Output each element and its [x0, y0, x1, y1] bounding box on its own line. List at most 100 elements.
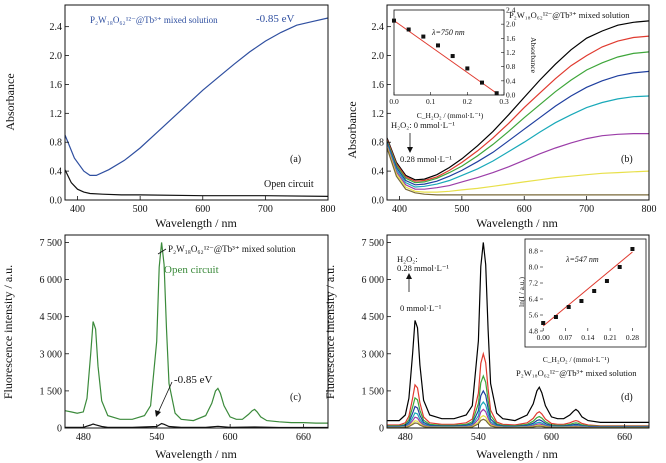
- panel-b-annotation-h2o2: H₂O₂: 0 mmol·L⁻¹: [391, 120, 455, 130]
- panel-d-ytick-label-0: 0: [379, 424, 384, 435]
- panel-b-annotation-solution: P₂W₁₈O₆₂¹²⁻@Tb³⁺ mixed solution: [509, 10, 630, 20]
- panel-b-inset-xtick-label-0: 0.0: [389, 97, 399, 106]
- panel-a-xtick-label-0: 400: [70, 204, 85, 215]
- panel-b-xtick-label-2: 600: [517, 204, 532, 215]
- panel-b-inset-annotation: λ=750 nm: [431, 28, 465, 37]
- panel-b-annotation-concentration: 0.28 mmol·L⁻¹: [400, 154, 452, 164]
- panel-b-ticks: 400 500 600 700 800 0.0 0.4 0.8 1.2 1.6 2.0 2.4: [372, 22, 657, 215]
- panel-d-annotation-high: 0.28 mmol·L⁻¹: [397, 263, 449, 273]
- panel-c-xtick-label-2: 600: [223, 432, 238, 443]
- panel-a-xlabel: Wavelength / nm: [155, 216, 237, 230]
- panel-b-inset-ytick-label-5: 2.0: [506, 20, 516, 29]
- panel-b-inset-frame: [393, 9, 505, 96]
- panel-b-inset-content: 0.0 0.1 0.2 0.30.00.40.81.21.62.02.4: [389, 6, 515, 107]
- panel-d-inset-xtick-label-0: 0.00: [537, 333, 550, 342]
- panel-d-inset-point-2: [566, 305, 571, 309]
- panel-b-ytick-label-5: 2.0: [372, 51, 385, 62]
- panel-d-label: (d): [621, 392, 633, 403]
- panel-d-series-2: [387, 374, 649, 427]
- panel-d-ylabel: Fluorescence intensity / a.u.: [323, 265, 337, 399]
- panel-b-ytick-label-0: 0.0: [372, 196, 385, 207]
- panel-a-ticks: 400 500 600 700 800 0.0 0.4 0.8 1.2 1.6 2.0 2.4: [50, 22, 336, 215]
- panel-a-xtick-label-1: 500: [133, 204, 148, 215]
- panel-c-ytick-label-0: 0: [57, 424, 62, 435]
- panel-a-ytick-label-6: 2.4: [50, 22, 63, 33]
- panel-d-inset-point-4: [592, 289, 597, 293]
- panel-d-inset-xtick-label-1: 0.07: [559, 333, 572, 342]
- panel-d-inset-point-6: [617, 265, 622, 269]
- panel-b-inset-xtick-label-2: 0.2: [463, 97, 473, 106]
- panel-c-ticks: 480 540 600 660 0 1 500 3 000 4 500 6 000 7 500: [40, 238, 312, 443]
- panel-b-inset-point-7: [494, 91, 499, 96]
- panel-b-inset-point-0: [392, 18, 396, 23]
- panel-b-inset-point-5: [465, 66, 470, 71]
- panel-c-voltage-arrow: [156, 381, 173, 416]
- panel-a-ytick-label-0: 0.0: [50, 196, 63, 207]
- panel-d-ytick-label-5: 7 500: [362, 238, 385, 249]
- panel-c-series-0: [64, 242, 328, 424]
- panel-d-frame: [386, 234, 650, 429]
- panel-c-xtick-label-3: 660: [296, 432, 311, 443]
- panel-b-xtick-label-1: 500: [454, 204, 469, 215]
- panel-b-series-0: [386, 20, 650, 181]
- panel-b-inset-ytick-label-3: 1.2: [506, 48, 516, 57]
- panel-a-xtick-label-4: 800: [321, 204, 336, 215]
- panel-b-ytick-label-1: 0.4: [372, 167, 385, 178]
- panel-d-annotation-solution: P₂W₁₈O₆₂¹²⁻@Tb³⁺ mixed solution: [516, 368, 637, 378]
- panel-d-inset-xtick-label-3: 0.21: [604, 333, 617, 342]
- panel-b-inset-point-4: [450, 54, 455, 59]
- panel-b-inset-xtick-label-3: 0.3: [499, 97, 509, 106]
- panel-c-xtick-label-0: 480: [76, 432, 91, 443]
- panel-d-xtick-label-2: 600: [544, 432, 559, 443]
- panel-c-ytick-label-3: 4 500: [40, 312, 63, 323]
- panel-d-xlabel: Wavelength / nm: [476, 447, 558, 461]
- panel-d-series-1: [387, 351, 649, 427]
- panel-a-xtick-label-3: 700: [258, 204, 273, 215]
- panel-c-ytick-label-5: 7 500: [40, 238, 63, 249]
- panel-c-ylabel: Fluorescence intensity / a.u.: [1, 265, 15, 399]
- panel-d-inset-content: 0.00 0.07 0.14 0.21 0.28 4.8 5.6 6.4 7.2 8.0 8.8: [529, 247, 640, 343]
- panel-b-series-2: [386, 51, 650, 184]
- panel-b-inset-point-6: [480, 80, 484, 85]
- panel-d-inset-point-1: [553, 315, 558, 319]
- panel-d-series: [387, 242, 649, 429]
- panel-a-annotation-solution: P₂W₁₈O₆₂¹²⁻@Tb³⁺ mixed solution: [90, 15, 218, 25]
- panel-d-inset-xlabel: C_H₂O₂ / (mmol·L⁻¹): [543, 355, 610, 364]
- panel-d-inset-point-3: [579, 299, 584, 303]
- panel-d-inset-ylabel: ln(I / a.u.): [517, 277, 526, 307]
- panel-b-inset-point-3: [436, 43, 440, 48]
- panel-b-series-3: [386, 70, 650, 186]
- panel-b-series-7: [386, 147, 649, 196]
- panel-c-annotation-open-circuit: Open circuit: [164, 264, 219, 276]
- panel-d-inset-point-0: [541, 321, 546, 325]
- panel-d-ticks: 480 540 600 660 0 1 500 3 000 4 500 6 000 7 500: [362, 238, 633, 443]
- panel-a-label: (a): [290, 154, 301, 165]
- panel-b-inset-ytick-label-4: 1.6: [506, 34, 516, 43]
- panel-d-inset-ytick-label-3: 7.2: [529, 279, 539, 288]
- panel-b-inset-point-1: [406, 27, 411, 32]
- panel-b-ytick-label-6: 2.4: [372, 22, 385, 33]
- panel-d-xtick-label-1: 540: [471, 432, 486, 443]
- panel-b-inset-ytick-label-0: 0.0: [506, 91, 516, 100]
- panel-d-inset: 0.00 0.07 0.14 0.21 0.28 4.8 5.6 6.4 7.2 8.0 8.8 λ…: [517, 238, 647, 364]
- panel-b-label: (b): [621, 154, 633, 165]
- panel-d-annotation-low: 0 mmol·L⁻¹: [400, 303, 442, 313]
- panel-c-series: [64, 242, 328, 429]
- panel-a-xtick-label-2: 600: [195, 204, 210, 215]
- panel-d-inset-ytick-label-1: 5.6: [529, 311, 539, 320]
- panel-d-series-3: [387, 389, 649, 428]
- panel-b-inset-ytick-label-6: 2.4: [506, 6, 516, 15]
- panel-b-inset-ytick-label-2: 0.8: [506, 62, 516, 71]
- panel-b-inset-xlabel: C_H₂O₂ / (mmol·L⁻¹): [417, 111, 484, 120]
- panel-b-series-4: [386, 95, 650, 188]
- panel-d-series-7: [387, 418, 649, 429]
- panel-b-series-6: [386, 146, 650, 193]
- panel-a-ytick-label-5: 2.0: [50, 51, 63, 62]
- panel-a-ytick-label-1: 0.4: [50, 167, 63, 178]
- panel-b-ylabel: Absorbance: [345, 101, 359, 158]
- panel-b-ytick-label-4: 1.6: [372, 80, 385, 91]
- panel-a-frame: [64, 4, 329, 201]
- panel-a-ylabel: Absorbance: [3, 73, 17, 130]
- panel-d-inset-annotation: λ=547 nm: [565, 255, 599, 264]
